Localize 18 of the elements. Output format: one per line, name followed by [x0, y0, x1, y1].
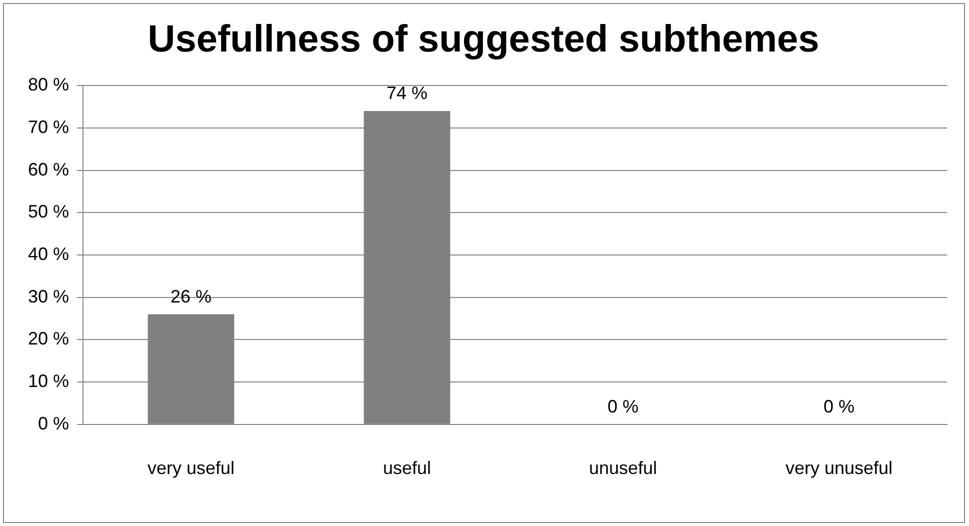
y-tick-label: 30 %: [28, 286, 70, 306]
y-tick-label: 60 %: [28, 159, 70, 180]
y-tick-label: 0 %: [38, 413, 70, 434]
data-label: 0 %: [607, 396, 639, 416]
x-tick-label: unuseful: [588, 458, 658, 478]
data-label: 0 %: [823, 396, 855, 416]
data-label: 26 %: [170, 286, 212, 306]
data-label: 74 %: [386, 82, 428, 103]
x-tick-label: useful: [382, 458, 432, 478]
chart-title: Usefullness of suggested subthemes: [148, 18, 820, 60]
y-tick-label: 20 %: [28, 328, 70, 349]
y-tick-label: 70 %: [28, 116, 70, 137]
y-tick-label: 40 %: [28, 244, 70, 264]
y-tick-label: 80 %: [28, 74, 70, 95]
x-tick-label: very useful: [148, 458, 235, 478]
y-tick-label: 10 %: [28, 371, 70, 392]
x-tick-label: very unuseful: [785, 458, 893, 478]
y-tick-label: 50 %: [28, 202, 70, 222]
